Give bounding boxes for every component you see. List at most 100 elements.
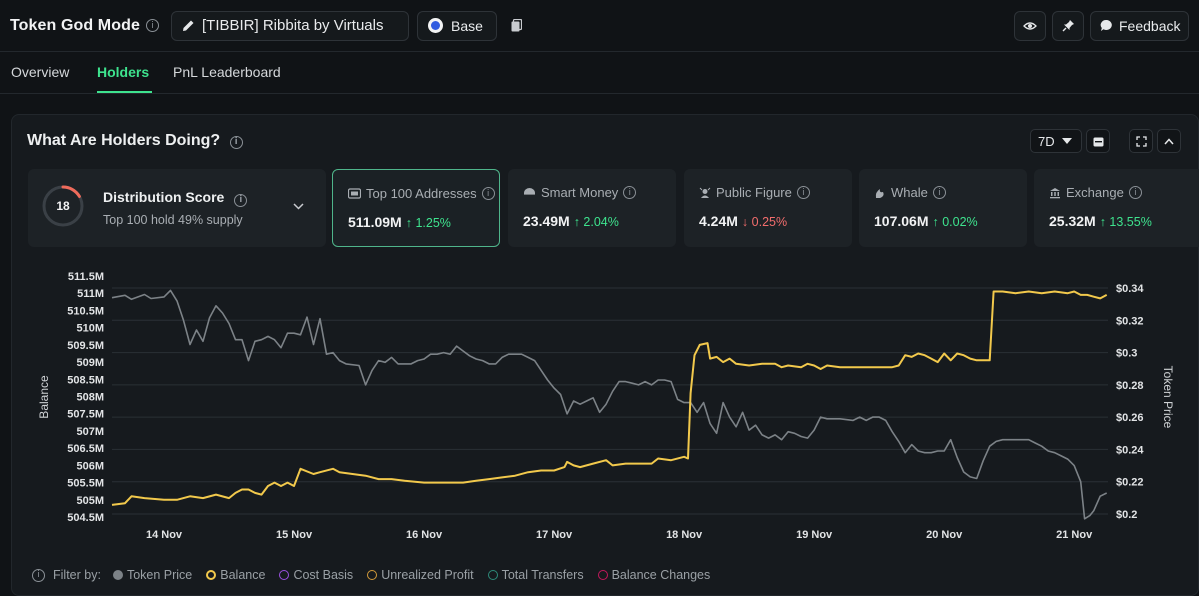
info-icon[interactable]: i xyxy=(623,186,637,199)
filter-item-label: Balance Changes xyxy=(611,568,711,582)
card-label: Exchange i xyxy=(1049,185,1142,200)
info-icon[interactable]: i xyxy=(932,186,946,199)
panel-title-text: What Are Holders Doing? xyxy=(27,132,221,149)
fullscreen-button[interactable] xyxy=(1129,129,1153,153)
card-smart-money[interactable]: Smart Money i 23.49M ↑ 2.04% xyxy=(508,169,676,247)
filter-cost-basis[interactable]: Cost Basis xyxy=(279,568,353,582)
info-icon[interactable]: i xyxy=(1128,186,1142,199)
holders-panel: What Are Holders Doing? i 7D 18 Distribu… xyxy=(11,114,1199,596)
card-label: Public Figure i xyxy=(699,185,810,200)
card-label-text: Top 100 Addresses xyxy=(366,186,477,201)
card-label-text: Public Figure xyxy=(716,185,792,200)
filter-balance[interactable]: Balance xyxy=(206,568,265,582)
info-icon[interactable]: i xyxy=(796,186,810,199)
card-value-text: 107.06M xyxy=(874,213,929,229)
collapse-button[interactable] xyxy=(1157,129,1181,153)
info-icon[interactable]: i xyxy=(146,19,159,32)
card-value: 25.32M ↑ 13.55% xyxy=(1049,213,1152,229)
expand-icon xyxy=(1135,135,1147,147)
distribution-score-subtitle: Top 100 hold 49% supply xyxy=(103,213,243,227)
pencil-icon xyxy=(182,19,195,32)
card-exchange[interactable]: Exchange i 25.32M ↑ 13.55% xyxy=(1034,169,1199,247)
active-tab-indicator xyxy=(97,91,152,93)
eye-icon xyxy=(1023,21,1037,31)
chain-name: Base xyxy=(451,17,483,34)
filter-item-label: Cost Basis xyxy=(293,568,354,582)
card-change: ↑ 13.55% xyxy=(1099,215,1152,229)
card-label-text: Whale xyxy=(891,185,928,200)
tab-overview[interactable]: Overview xyxy=(11,64,70,80)
pin-button[interactable] xyxy=(1052,10,1084,41)
filter-legend: i Filter by: Token Price Balance Cost Ba… xyxy=(32,568,720,582)
card-value: 23.49M ↑ 2.04% xyxy=(523,213,619,229)
filter-item-label: Token Price xyxy=(126,568,193,582)
filter-dot xyxy=(279,570,290,580)
whale-icon xyxy=(874,187,886,199)
distribution-score-gauge xyxy=(42,185,84,227)
info-icon[interactable]: i xyxy=(234,193,248,207)
base-chain-icon xyxy=(428,18,443,33)
card-value-text: 4.24M xyxy=(699,213,738,229)
chain-selector[interactable]: Base xyxy=(417,10,497,41)
card-label-text: Exchange xyxy=(1066,185,1124,200)
public-figure-icon xyxy=(699,187,711,199)
wallet-icon xyxy=(348,188,361,199)
card-change: ↑ 1.25% xyxy=(405,216,451,230)
filter-unrealized-profit[interactable]: Unrealized Profit xyxy=(367,568,474,582)
filter-label: Filter by: xyxy=(53,568,101,582)
copy-icon[interactable] xyxy=(511,19,522,32)
filter-balance-changes[interactable]: Balance Changes xyxy=(597,568,711,582)
filter-item-label: Total Transfers xyxy=(501,568,584,582)
card-change: ↓ 0.25% xyxy=(741,215,788,229)
card-value-text: 25.32M xyxy=(1049,213,1096,229)
calendar-button[interactable] xyxy=(1086,129,1110,153)
card-value-text: 511.09M xyxy=(348,214,402,230)
filter-item-label: Balance xyxy=(220,568,266,582)
filter-dot xyxy=(206,570,217,580)
chevron-down-icon[interactable] xyxy=(293,203,304,210)
filter-dot xyxy=(112,570,123,580)
chat-icon xyxy=(1100,19,1113,32)
filter-dot xyxy=(597,570,608,580)
card-change: ↑ 0.02% xyxy=(932,215,978,229)
card-value: 511.09M ↑ 1.25% xyxy=(348,214,451,230)
pin-icon xyxy=(1062,19,1075,32)
card-whale[interactable]: Whale i 107.06M ↑ 0.02% xyxy=(859,169,1027,247)
filter-token-price[interactable]: Token Price xyxy=(112,568,193,582)
card-label: Top 100 Addresses i xyxy=(348,186,495,201)
info-icon[interactable]: i xyxy=(32,568,45,582)
feedback-button[interactable]: Feedback xyxy=(1090,10,1189,41)
chevron-up-icon xyxy=(1164,137,1174,145)
card-label-text: Smart Money xyxy=(541,185,619,200)
nav-tabs: Overview Holders PnL Leaderboard xyxy=(0,52,1199,94)
tab-pnl-leaderboard[interactable]: PnL Leaderboard xyxy=(173,64,281,80)
filter-item-label: Unrealized Profit xyxy=(381,568,474,582)
distribution-score-value: 18 xyxy=(56,199,70,213)
time-range-select[interactable]: 7D xyxy=(1030,129,1082,153)
filter-dot xyxy=(487,570,498,580)
card-value: 107.06M ↑ 0.02% xyxy=(874,213,978,229)
filter-total-transfers[interactable]: Total Transfers xyxy=(487,568,584,582)
card-top-100-addresses[interactable]: Top 100 Addresses i 511.09M ↑ 1.25% xyxy=(332,169,500,247)
tab-holders[interactable]: Holders xyxy=(97,64,150,80)
info-icon[interactable]: i xyxy=(229,135,243,149)
card-change: ↑ 2.04% xyxy=(573,215,619,229)
card-label: Smart Money i xyxy=(523,185,637,200)
info-icon[interactable]: i xyxy=(481,187,495,200)
filter-dot xyxy=(367,570,378,580)
feedback-label: Feedback xyxy=(1119,17,1181,34)
smart-money-icon xyxy=(523,187,536,198)
distribution-score-card[interactable]: 18 Distribution Score i Top 100 hold 49%… xyxy=(28,169,326,247)
card-value-text: 23.49M xyxy=(523,213,570,229)
panel-title: What Are Holders Doing? i xyxy=(27,132,243,150)
distribution-score-title-text: Distribution Score xyxy=(103,189,225,205)
card-public-figure[interactable]: Public Figure i 4.24M ↓ 0.25% xyxy=(684,169,852,247)
card-value: 4.24M ↓ 0.25% xyxy=(699,213,787,229)
watch-button[interactable] xyxy=(1014,10,1046,41)
calendar-icon xyxy=(1093,136,1104,147)
token-selector[interactable]: [TIBBIR] Ribbita by Virtuals xyxy=(171,10,409,41)
time-range-value: 7D xyxy=(1038,133,1055,149)
exchange-icon xyxy=(1049,187,1061,199)
top-bar: Token God Mode i [TIBBIR] Ribbita by Vir… xyxy=(0,0,1199,52)
distribution-score-title: Distribution Score i xyxy=(103,189,248,207)
